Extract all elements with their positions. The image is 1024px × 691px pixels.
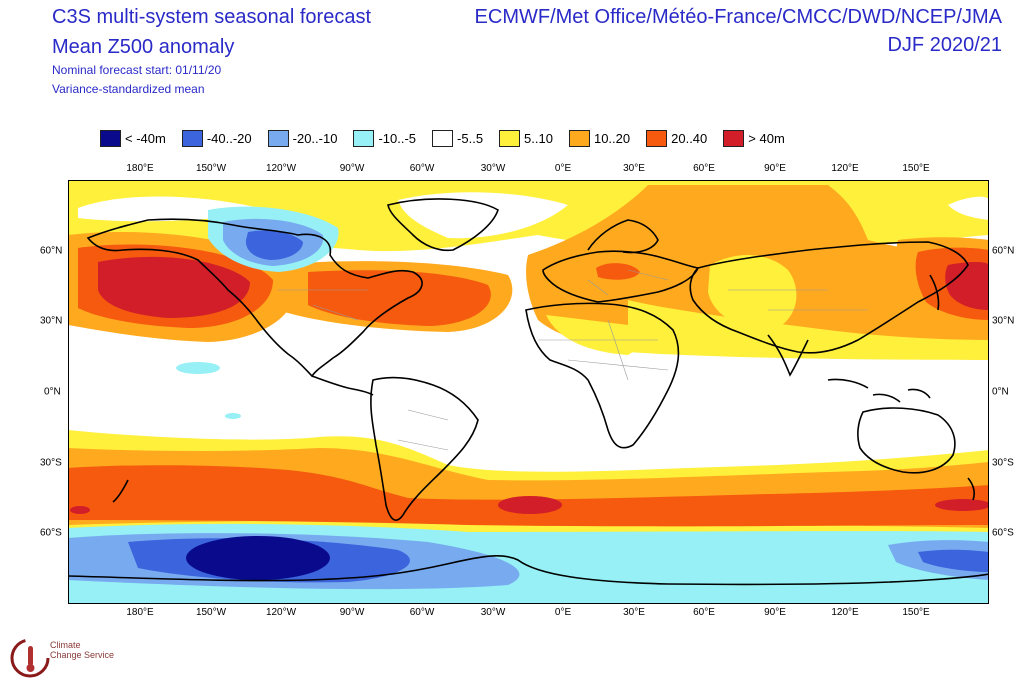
subtitle-method: Variance-standardized mean <box>52 82 205 96</box>
lon-label: 90°E <box>764 163 786 174</box>
color-legend: < -40m -40..-20 -20..-10 -10..-5 -5..5 5… <box>100 128 785 148</box>
lat-label: 0°N <box>992 386 1009 398</box>
legend-item: -5..5 <box>432 129 484 147</box>
lat-label: 30°N <box>992 315 1015 327</box>
lat-label: 60°S <box>40 527 62 539</box>
lat-labels-left: 60°N 30°N 0°N 30°S 60°S <box>0 0 68 691</box>
title-line2: Mean Z500 anomaly <box>52 36 235 58</box>
legend-label: -20..-10 <box>292 130 338 146</box>
legend-item: 20..40 <box>646 129 708 147</box>
lon-label: 90°W <box>339 163 365 174</box>
coastlines <box>68 198 989 586</box>
lon-label: 150°E <box>902 163 930 174</box>
lon-label: 60°E <box>693 607 715 618</box>
lat-label: 30°N <box>40 315 63 327</box>
logo-line1: Climate <box>50 640 81 650</box>
anomaly-field <box>68 180 989 604</box>
legend-item: 10..20 <box>568 129 631 147</box>
lon-label: 0°E <box>554 163 572 174</box>
subtitle-forecast-start: Nominal forecast start: 01/11/20 <box>52 63 222 77</box>
legend-swatch <box>646 129 668 147</box>
legend-swatch <box>353 129 375 147</box>
lon-labels-top: 180°E 150°W 120°W 90°W 60°W 30°W 0°E 30°… <box>0 163 1024 177</box>
legend-item: > 40m <box>723 129 785 147</box>
lon-label: 120°E <box>831 607 859 618</box>
lon-labels-bottom: 180°E 150°W 120°W 90°W 60°W 30°W 0°E 30°… <box>0 607 1024 621</box>
legend-label: -5..5 <box>457 130 484 146</box>
lon-label: 60°W <box>409 163 435 174</box>
legend-label: < -40m <box>125 130 166 146</box>
legend-swatch <box>499 129 521 147</box>
lat-label: 60°N <box>40 245 63 257</box>
legend-swatch <box>723 129 745 147</box>
lon-label: 30°E <box>623 163 645 174</box>
lon-label: 180°E <box>126 607 154 618</box>
lat-labels-right: 60°N 30°N 0°N 30°S 60°S <box>990 0 1024 691</box>
logo-line2: Change Service <box>50 650 115 660</box>
legend-label: 10..20 <box>593 130 631 146</box>
map-frame <box>68 180 989 604</box>
legend-item: < -40m <box>100 129 166 147</box>
lat-label: 30°S <box>40 457 62 469</box>
lon-label: 0°E <box>554 607 572 618</box>
anomaly-map <box>68 180 989 604</box>
legend-item: -20..-10 <box>267 129 338 147</box>
legend-item: 5..10 <box>499 129 553 147</box>
lon-label: 30°E <box>623 607 645 618</box>
lon-label: 90°E <box>764 607 786 618</box>
legend-label: > 40m <box>748 130 785 146</box>
legend-swatch <box>100 129 121 147</box>
lat-label: 0°N <box>44 386 61 398</box>
lon-label: 60°W <box>409 607 435 618</box>
legend-label: -10..-5 <box>378 130 417 146</box>
legend-swatch <box>267 129 289 147</box>
logo-text: Climate Change Service <box>50 640 114 660</box>
copernicus-climate-logo <box>10 638 50 678</box>
legend-swatch <box>432 129 454 147</box>
lon-label: 180°E <box>126 163 154 174</box>
lon-label: 120°E <box>831 163 859 174</box>
legend-item: -10..-5 <box>353 129 417 147</box>
lon-label: 120°W <box>265 607 297 618</box>
legend-swatch <box>181 129 203 147</box>
legend-swatch <box>568 129 590 147</box>
lat-label: 30°S <box>992 457 1014 469</box>
lon-label: 90°W <box>339 607 365 618</box>
lon-label: 30°W <box>480 607 506 618</box>
country-borders <box>278 269 868 451</box>
legend-label: -40..-20 <box>206 130 252 146</box>
legend-label: 20..40 <box>671 130 708 146</box>
lon-label: 30°W <box>480 163 506 174</box>
legend-item: -40..-20 <box>181 129 252 147</box>
lon-label: 150°W <box>195 607 227 618</box>
legend-label: 5..10 <box>524 130 553 146</box>
lon-label: 150°E <box>902 607 930 618</box>
lat-label: 60°S <box>992 527 1014 539</box>
title-line1: C3S multi-system seasonal forecast <box>52 6 372 28</box>
centres-list: ECMWF/Met Office/Météo-France/CMCC/DWD/N… <box>474 6 1002 28</box>
lon-label: 60°E <box>693 163 715 174</box>
lon-label: 120°W <box>265 163 297 174</box>
season-label: DJF 2020/21 <box>887 34 1002 56</box>
lon-label: 150°W <box>195 163 227 174</box>
lat-label: 60°N <box>992 245 1015 257</box>
